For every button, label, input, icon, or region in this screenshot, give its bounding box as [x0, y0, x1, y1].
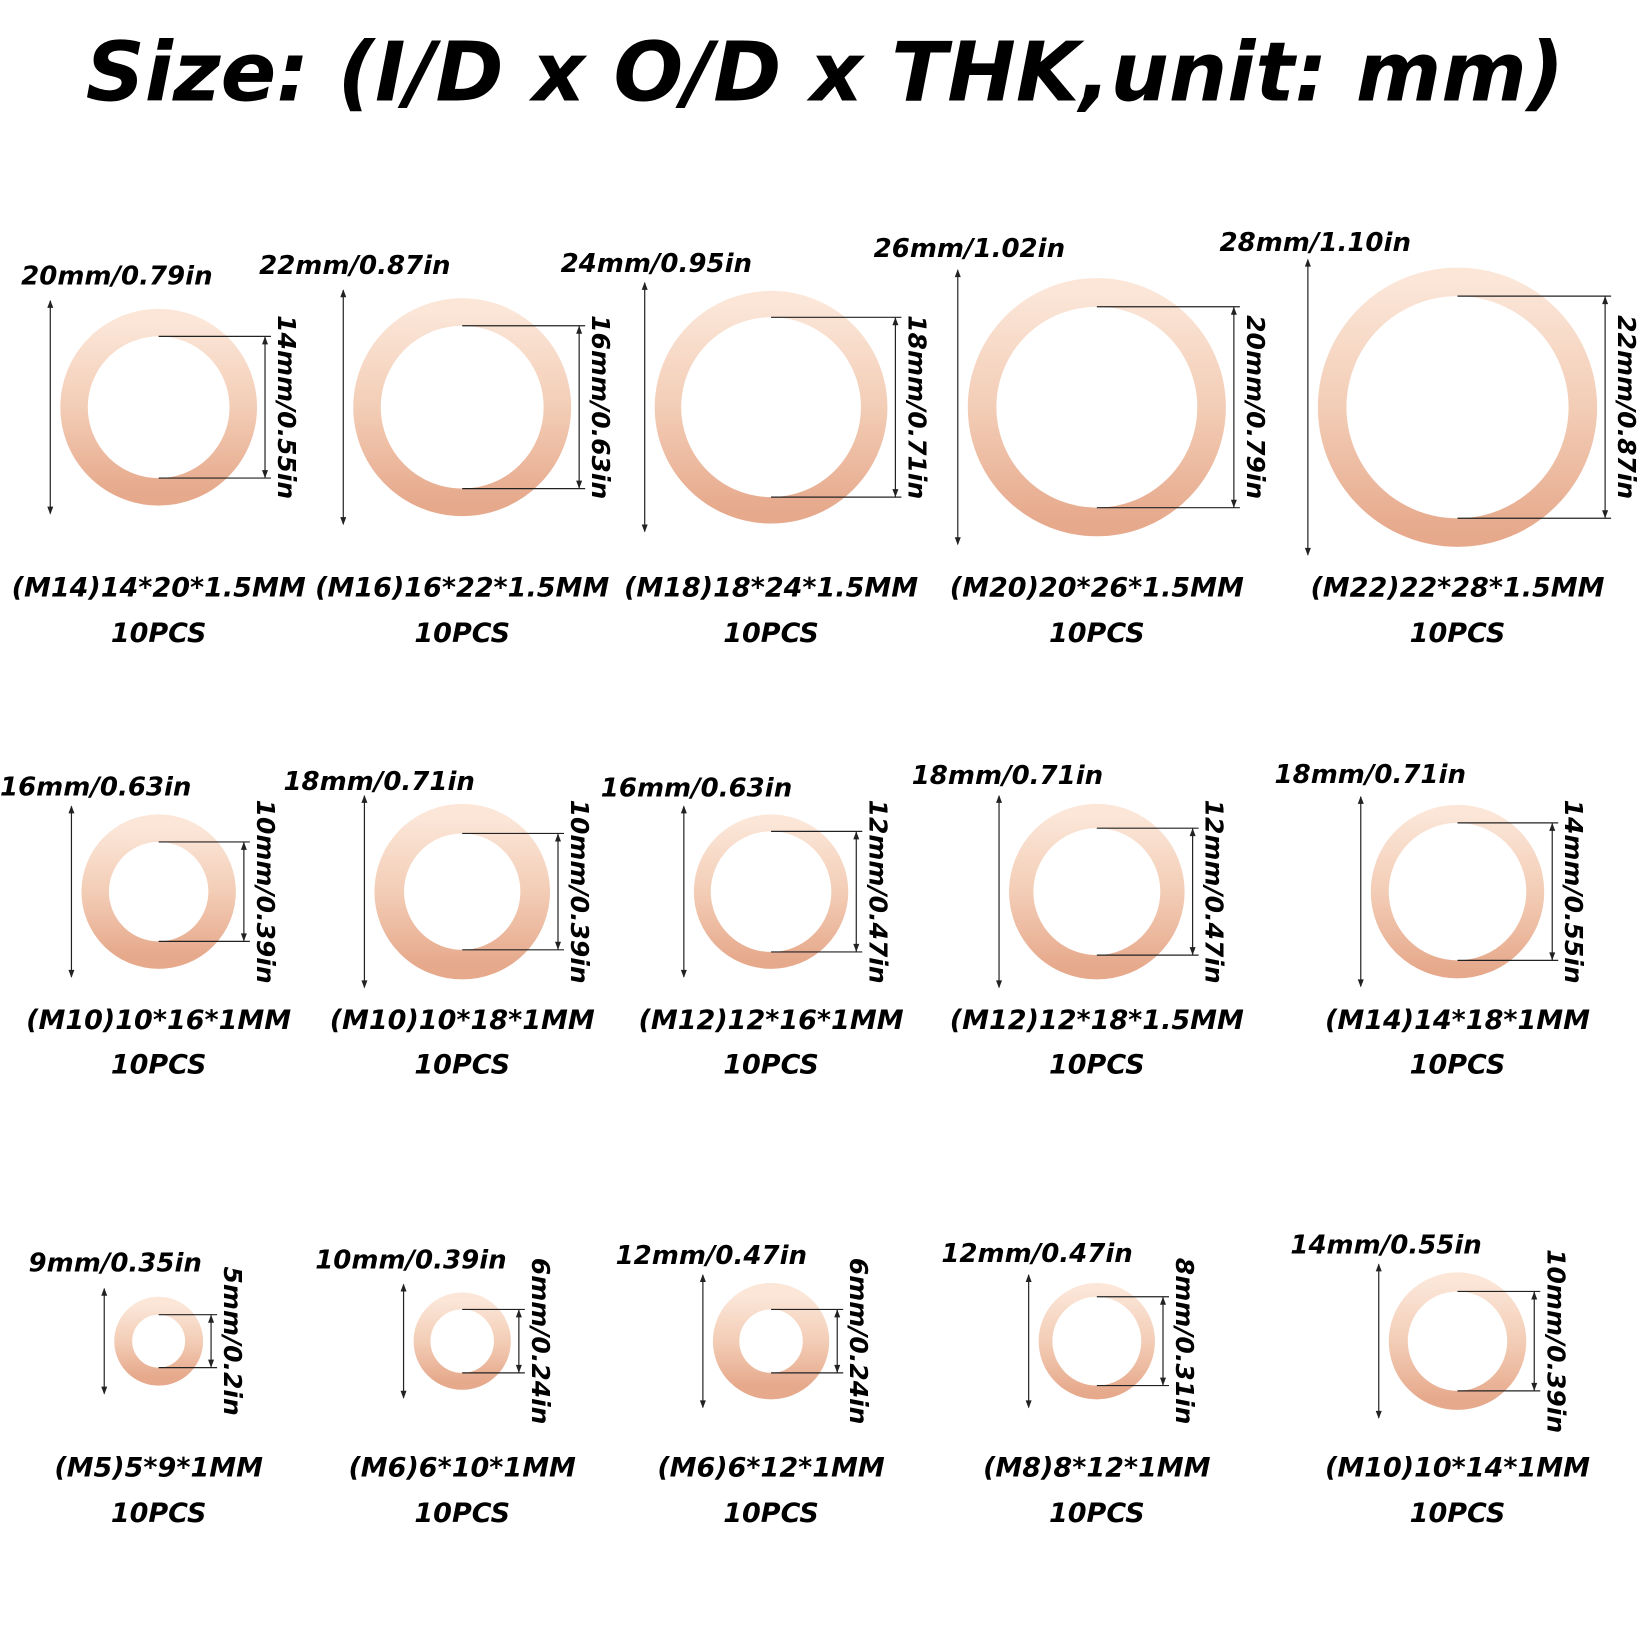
washer: [353, 298, 572, 517]
qty-label: 10PCS: [414, 1050, 510, 1081]
od-label: 20mm/0.79in: [21, 262, 212, 292]
id-label: 10mm/0.39in: [565, 800, 594, 984]
od-label: 16mm/0.63in: [0, 772, 191, 802]
id-label: 5mm/0.2in: [218, 1267, 247, 1416]
qty-label: 10PCS: [111, 618, 207, 649]
od-label: 14mm/0.55in: [1290, 1230, 1481, 1260]
od-label: 22mm/0.87in: [259, 251, 450, 281]
spec-label: (M12)12*16*1MM: [639, 1005, 904, 1036]
spec-label: (M22)22*28*1.5MM: [1310, 573, 1604, 604]
washer: [654, 290, 888, 524]
spec-label: (M6)6*10*1MM: [348, 1453, 576, 1484]
qty-label: 10PCS: [414, 1498, 510, 1529]
qty-label: 10PCS: [111, 1498, 207, 1529]
qty-label: 10PCS: [723, 1498, 819, 1529]
washer: [114, 1296, 204, 1386]
od-label: 16mm/0.63in: [601, 774, 792, 804]
id-label: 10mm/0.39in: [1541, 1249, 1570, 1433]
od-label: 24mm/0.95in: [561, 249, 752, 279]
id-label: 6mm/0.24in: [526, 1258, 555, 1425]
id-label: 12mm/0.47in: [863, 800, 892, 984]
spec-label: (M20)20*26*1.5MM: [950, 573, 1244, 604]
spec-label: (M5)5*9*1MM: [54, 1453, 263, 1484]
id-label: 14mm/0.55in: [1559, 800, 1588, 984]
washer: [81, 814, 236, 969]
id-label: 22mm/0.87in: [1612, 315, 1641, 499]
qty-label: 10PCS: [1410, 1050, 1506, 1081]
title: Size: (I/D x O/D x THK,unit: mm): [86, 25, 1565, 120]
qty-label: 10PCS: [1049, 1498, 1145, 1529]
spec-label: (M12)12*18*1.5MM: [950, 1005, 1244, 1036]
washer: [413, 1292, 511, 1390]
washer: [693, 814, 849, 969]
spec-label: (M16)16*22*1.5MM: [315, 573, 609, 604]
od-label: 18mm/0.71in: [1275, 760, 1466, 790]
od-label: 10mm/0.39in: [315, 1245, 506, 1275]
id-label: 12mm/0.47in: [1200, 800, 1229, 984]
id-label: 16mm/0.63in: [586, 315, 615, 499]
qty-label: 10PCS: [414, 618, 510, 649]
washer: [967, 278, 1226, 537]
od-label: 12mm/0.47in: [616, 1241, 807, 1271]
id-label: 8mm/0.31in: [1170, 1258, 1199, 1425]
spec-label: (M18)18*24*1.5MM: [624, 573, 918, 604]
qty-label: 10PCS: [723, 618, 819, 649]
washer: [374, 803, 551, 980]
od-label: 18mm/0.71in: [912, 761, 1103, 791]
id-label: 10mm/0.39in: [251, 800, 280, 984]
spec-label: (M10)10*14*1MM: [1325, 1453, 1590, 1484]
qty-label: 10PCS: [1049, 1050, 1145, 1081]
spec-label: (M14)14*20*1.5MM: [12, 573, 306, 604]
id-label: 18mm/0.71in: [902, 315, 931, 499]
qty-label: 10PCS: [111, 1050, 207, 1081]
washer: [1317, 267, 1598, 547]
washer: [712, 1282, 830, 1400]
washer: [1038, 1282, 1155, 1400]
washer: [1009, 803, 1185, 980]
washer: [1370, 804, 1545, 979]
id-label: 6mm/0.24in: [844, 1258, 873, 1425]
spec-label: (M8)8*12*1MM: [983, 1453, 1211, 1484]
spec-label: (M10)10*16*1MM: [26, 1005, 291, 1036]
id-label: 14mm/0.55in: [272, 315, 301, 499]
spec-label: (M14)14*18*1MM: [1325, 1005, 1590, 1036]
washer: [60, 308, 258, 506]
qty-label: 10PCS: [723, 1050, 819, 1081]
spec-label: (M6)6*12*1MM: [657, 1453, 885, 1484]
spec-label: (M10)10*18*1MM: [330, 1005, 595, 1036]
od-label: 28mm/1.10in: [1220, 228, 1411, 258]
qty-label: 10PCS: [1410, 1498, 1506, 1529]
qty-label: 10PCS: [1049, 618, 1145, 649]
id-label: 20mm/0.79in: [1241, 315, 1270, 499]
od-label: 9mm/0.35in: [29, 1248, 202, 1278]
od-label: 12mm/0.47in: [941, 1239, 1132, 1269]
washer: [1388, 1272, 1527, 1410]
qty-label: 10PCS: [1410, 618, 1506, 649]
od-label: 26mm/1.02in: [874, 234, 1065, 264]
od-label: 18mm/0.71in: [283, 767, 474, 797]
